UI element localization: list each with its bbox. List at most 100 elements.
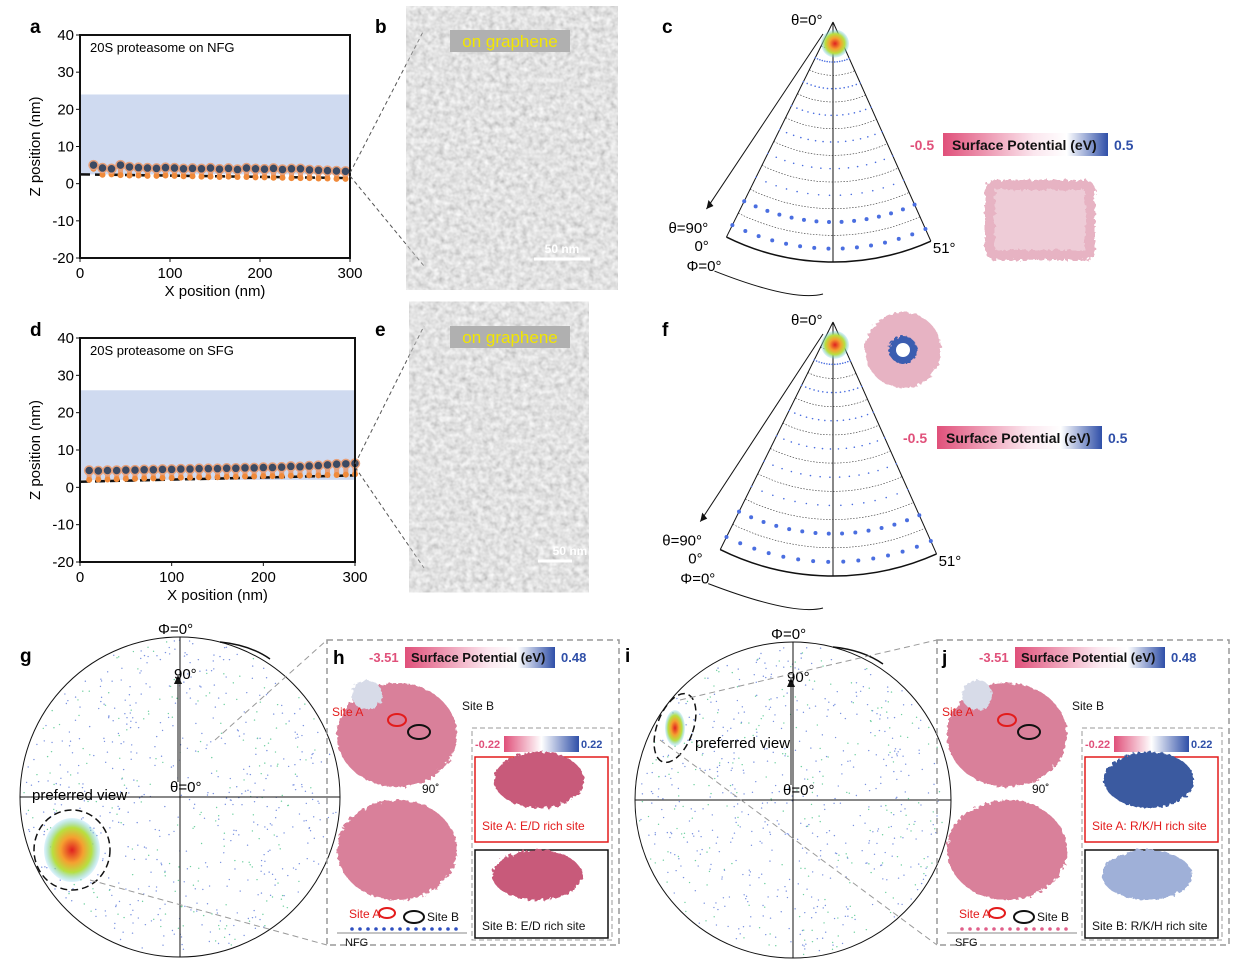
orientation-dot bbox=[142, 901, 143, 902]
orientation-dot bbox=[168, 717, 169, 718]
substrate-charge-dot bbox=[398, 927, 402, 931]
orientation-dot bbox=[297, 746, 298, 747]
orientation-dot bbox=[819, 59, 821, 61]
orientation-dot bbox=[136, 822, 137, 823]
orientation-dot bbox=[759, 841, 760, 842]
orientation-dot bbox=[921, 883, 922, 884]
orientation-dot bbox=[228, 792, 229, 793]
orientation-dot bbox=[829, 61, 831, 63]
orientation-dot bbox=[851, 917, 852, 918]
orientation-dot bbox=[704, 770, 705, 771]
rotation-label: 90˚ bbox=[422, 782, 439, 796]
orientation-dot bbox=[264, 873, 265, 874]
orientation-dot bbox=[156, 886, 157, 887]
orientation-dot bbox=[836, 114, 838, 116]
orientation-dot bbox=[206, 669, 207, 670]
orientation-dot bbox=[248, 862, 249, 863]
orientation-dot bbox=[119, 901, 120, 902]
orientation-dot bbox=[812, 817, 813, 818]
orientation-dot bbox=[751, 831, 752, 832]
theta0-label: θ=0° bbox=[170, 779, 201, 796]
orientation-dot bbox=[155, 758, 156, 759]
orientation-dot bbox=[835, 737, 836, 738]
orientation-dot bbox=[901, 714, 902, 715]
orientation-dot bbox=[745, 898, 746, 899]
orientation-dot bbox=[875, 162, 877, 164]
orientation-dot bbox=[79, 706, 80, 707]
orientation-dot bbox=[811, 166, 813, 168]
orientation-dot bbox=[101, 697, 102, 698]
orientation-dot bbox=[115, 904, 116, 905]
orientation-dot bbox=[877, 830, 878, 831]
orientation-dot bbox=[125, 699, 126, 700]
zoom-line bbox=[350, 30, 424, 173]
orientation-dot bbox=[226, 925, 227, 926]
orientation-dot bbox=[245, 790, 246, 791]
top-point bbox=[341, 167, 350, 176]
orientation-dot bbox=[802, 944, 803, 945]
orientation-dot bbox=[259, 919, 260, 920]
orientation-dot bbox=[900, 811, 901, 812]
orientation-dot bbox=[318, 803, 319, 804]
orientation-dot bbox=[804, 778, 805, 779]
orientation-dot bbox=[166, 641, 167, 642]
bottom-point bbox=[343, 472, 349, 478]
orientation-dot bbox=[913, 824, 914, 825]
orientation-dot bbox=[295, 737, 296, 738]
orientation-dot bbox=[159, 830, 160, 831]
orientation-dot bbox=[226, 886, 227, 887]
orientation-dot bbox=[818, 815, 819, 816]
bottom-point bbox=[289, 175, 295, 181]
orientation-dot bbox=[870, 674, 871, 675]
orientation-dot bbox=[834, 835, 835, 836]
orientation-dot bbox=[809, 707, 810, 708]
polar-plot-i: Φ=0°90°θ=0°preferred view bbox=[635, 626, 951, 958]
orientation-dot bbox=[218, 943, 219, 944]
orientation-dot bbox=[305, 759, 306, 760]
orientation-dot bbox=[817, 795, 818, 796]
orientation-dot bbox=[868, 472, 870, 474]
orientation-dot bbox=[777, 889, 778, 890]
orientation-dot bbox=[300, 759, 301, 760]
orientation-dot bbox=[813, 531, 817, 535]
orientation-dot bbox=[761, 842, 762, 843]
orientation-dot bbox=[901, 550, 905, 554]
orientation-dot bbox=[67, 700, 68, 701]
orientation-dot bbox=[216, 770, 217, 771]
orientation-dot bbox=[710, 696, 711, 697]
orientation-dot bbox=[738, 928, 739, 929]
orientation-dot bbox=[811, 804, 812, 805]
orientation-dot bbox=[117, 806, 118, 807]
orientation-dot bbox=[281, 705, 282, 706]
orientation-dot bbox=[207, 903, 208, 904]
orientation-dot bbox=[786, 692, 787, 693]
orientation-dot bbox=[667, 872, 668, 873]
orientation-dot bbox=[923, 873, 924, 874]
y-axis-label: Z position (nm) bbox=[27, 400, 44, 500]
orientation-dot bbox=[329, 754, 330, 755]
orientation-dot bbox=[764, 821, 765, 822]
orientation-dot bbox=[821, 759, 822, 760]
orientation-dot bbox=[120, 743, 121, 744]
site-b-surface bbox=[1102, 850, 1192, 900]
orientation-dot bbox=[177, 816, 178, 817]
orientation-dot bbox=[243, 769, 244, 770]
orientation-dot bbox=[215, 706, 216, 707]
orientation-dot bbox=[723, 897, 724, 898]
orientation-dot bbox=[853, 389, 855, 391]
orientation-dot bbox=[111, 895, 112, 896]
orientation-dot bbox=[61, 804, 62, 805]
top-point bbox=[278, 165, 287, 174]
orientation-dot bbox=[121, 679, 122, 680]
bottom-point bbox=[95, 476, 101, 482]
orientation-dot bbox=[903, 179, 905, 181]
orientation-dot bbox=[824, 809, 825, 810]
orientation-dot bbox=[900, 836, 901, 837]
orientation-dot bbox=[783, 722, 784, 723]
orientation-dot bbox=[709, 847, 710, 848]
orientation-dot bbox=[684, 902, 685, 903]
orientation-dot bbox=[263, 854, 264, 855]
orientation-dot bbox=[671, 784, 672, 785]
orientation-dot bbox=[28, 810, 29, 811]
orientation-dot bbox=[774, 714, 775, 715]
